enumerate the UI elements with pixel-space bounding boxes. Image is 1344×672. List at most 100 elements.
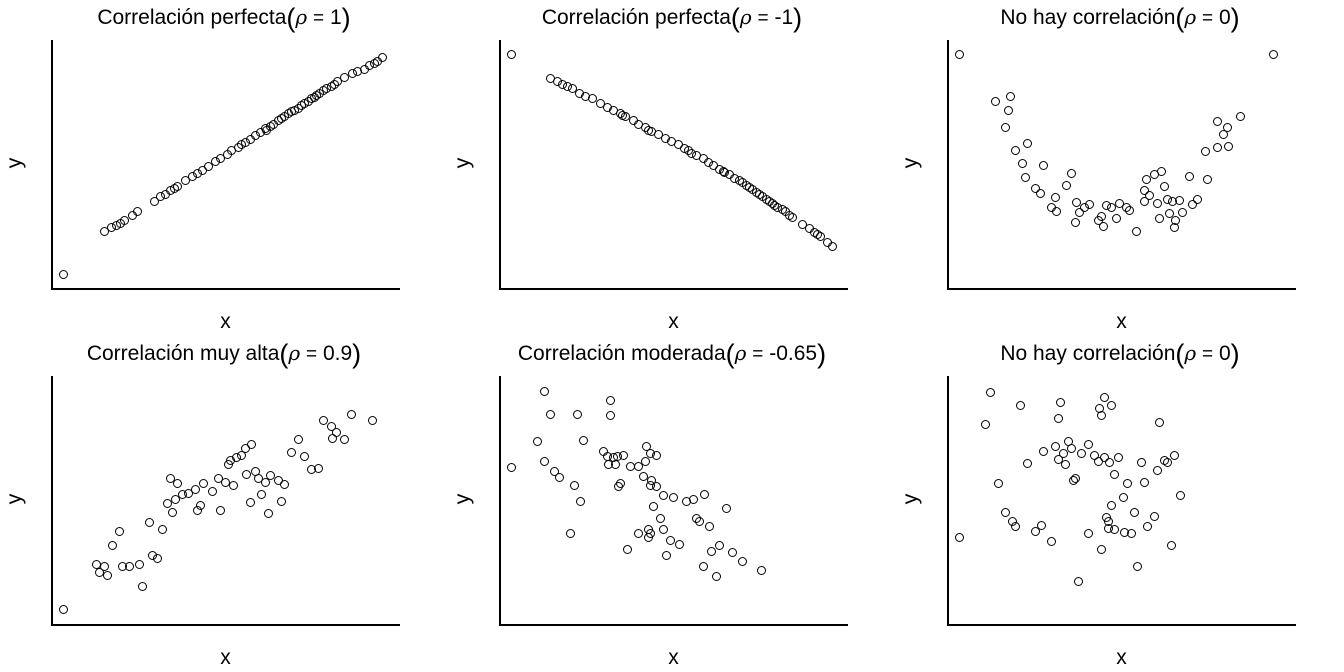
scatter-marker (114, 527, 124, 537)
scatter-marker (108, 540, 118, 550)
y-axis-label: y (3, 157, 26, 169)
scatter-marker (1039, 446, 1049, 456)
y-axis-label: y (451, 493, 474, 505)
scatter-marker (207, 486, 217, 496)
scatter-marker (539, 386, 549, 396)
scatter-marker (994, 478, 1004, 488)
scatter-marker (1068, 476, 1078, 486)
scatter-marker (1140, 477, 1150, 487)
scatter-marker (567, 84, 577, 94)
scatter-marker (134, 560, 144, 570)
scatter-marker (566, 529, 576, 539)
y-axis-line (947, 376, 949, 626)
scatter-marker (280, 479, 290, 489)
y-axis-line (947, 40, 949, 290)
scatter-panel-4: Correlación muy alta(ρ = 0.9) y x (0, 336, 448, 672)
scatter-marker (181, 176, 191, 186)
scatter-marker (1149, 512, 1159, 522)
x-axis-label: x (1116, 646, 1127, 669)
scatter-marker (191, 484, 201, 494)
paren-open: ( (730, 3, 740, 33)
scatter-marker (149, 196, 159, 206)
scatter-marker (215, 154, 225, 164)
scatter-marker (827, 241, 837, 251)
scatter-marker (318, 415, 328, 425)
plot-area (51, 40, 400, 288)
panel-title-text: Correlación muy alta (86, 342, 280, 365)
scatter-marker (328, 433, 338, 443)
scatter-marker (738, 556, 748, 566)
scatter-marker (579, 436, 589, 446)
scatter-marker (340, 435, 349, 445)
scatter-marker (688, 494, 698, 504)
scatter-marker (622, 545, 632, 555)
x-axis-label: x (668, 310, 679, 333)
scatter-marker (1098, 222, 1108, 232)
scatter-marker (293, 435, 303, 445)
paren-open: ( (1175, 3, 1185, 33)
scatter-marker (237, 140, 247, 150)
equals-symbol: = (757, 8, 769, 29)
scatter-marker (954, 49, 964, 59)
scatter-marker (1166, 540, 1176, 550)
scatter-marker (1144, 191, 1154, 201)
plot-area (947, 40, 1296, 288)
scatter-marker (277, 497, 287, 507)
scatter-marker (1062, 180, 1072, 190)
scatter-marker (506, 462, 516, 472)
scatter-marker (1072, 197, 1082, 207)
rho-value: -1 (774, 6, 794, 29)
scatter-marker (313, 463, 323, 473)
scatter-marker (572, 409, 582, 419)
scatter-marker (153, 553, 162, 563)
scatter-panel-3: No hay correlación(ρ = 0) y x (896, 0, 1344, 336)
scatter-marker (705, 522, 715, 532)
x-axis-line (51, 624, 400, 626)
scatter-marker (58, 605, 68, 615)
scatter-marker (683, 146, 693, 156)
x-axis-label: x (1116, 310, 1127, 333)
scatter-marker (546, 409, 556, 419)
equals-symbol: = (1202, 344, 1214, 365)
scatter-marker (229, 481, 239, 491)
plot-area (499, 376, 848, 624)
scatter-marker (58, 270, 68, 280)
x-axis-line (947, 624, 1296, 626)
scatter-marker (138, 582, 148, 592)
scatter-marker (237, 451, 247, 461)
scatter-marker (1184, 171, 1194, 181)
scatter-marker (605, 395, 615, 405)
x-axis-label: x (220, 310, 231, 333)
scatter-marker (1052, 207, 1062, 217)
scatter-marker (1159, 181, 1169, 191)
scatter-marker (100, 561, 110, 571)
scatter-marker (1073, 576, 1083, 586)
scatter-marker (1212, 117, 1222, 127)
scatter-marker (1005, 92, 1015, 102)
scatter-marker (199, 478, 209, 488)
scatter-marker (1154, 214, 1164, 224)
y-axis-line (499, 376, 501, 626)
scatter-marker (1085, 200, 1095, 210)
plot-area (51, 376, 400, 624)
scatter-marker (1169, 223, 1179, 233)
y-axis-label: y (899, 157, 922, 169)
scatter-marker (1083, 529, 1093, 539)
scatter-marker (1202, 174, 1212, 184)
x-axis-label: x (668, 646, 679, 669)
plot-area (499, 40, 848, 288)
scatter-marker (721, 504, 731, 514)
equals-symbol: = (752, 344, 764, 365)
scatter-marker (718, 166, 728, 176)
scatter-marker (1047, 202, 1057, 212)
scatter-marker (1106, 400, 1116, 410)
scatter-marker (640, 456, 650, 466)
scatter-marker (204, 162, 214, 172)
scatter-marker (1176, 491, 1186, 501)
panel-title: No hay correlación(ρ = 0) (896, 4, 1344, 32)
scatter-marker (1110, 524, 1120, 534)
scatter-marker (103, 570, 113, 580)
scatter-marker (644, 125, 654, 135)
scatter-marker (310, 93, 320, 103)
scatter-marker (634, 461, 644, 471)
